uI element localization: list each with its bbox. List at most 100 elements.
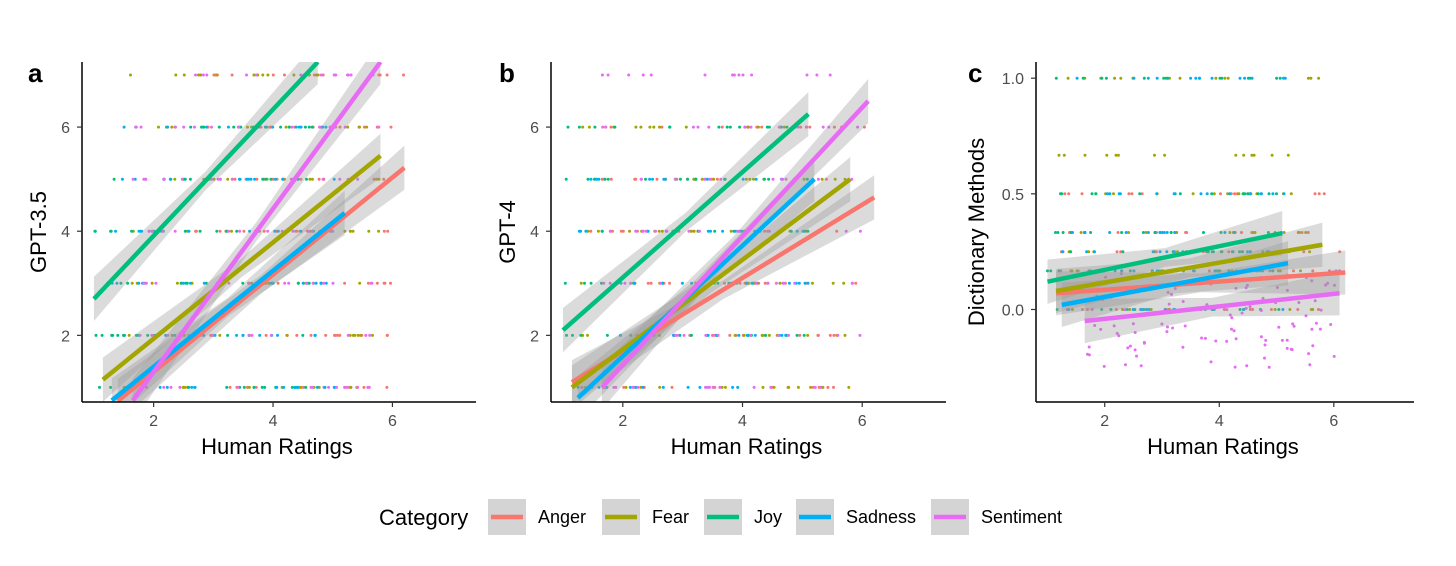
point-joy [1219, 231, 1223, 234]
point-anger [389, 125, 393, 129]
point-anger [1222, 308, 1226, 311]
legend-label: Anger [538, 507, 586, 527]
point-fear [351, 229, 355, 233]
point-joy [1069, 250, 1072, 254]
point-fear [1191, 192, 1195, 196]
point-joy [1100, 308, 1104, 311]
point-sadness [1223, 231, 1227, 234]
point-sadness [1085, 250, 1089, 254]
point-sentiment [850, 281, 854, 285]
y-tick-label: 4 [530, 224, 539, 241]
point-fear [657, 229, 661, 233]
point-sentiment [712, 333, 716, 337]
point-fear [175, 281, 179, 285]
point-sentiment [173, 229, 177, 233]
point-sadness [140, 229, 144, 233]
point-sentiment [749, 125, 753, 129]
point-sentiment [1292, 324, 1296, 328]
point-anger [1115, 250, 1119, 254]
y-tick-label: 0.5 [1002, 187, 1024, 204]
point-sentiment [602, 281, 606, 285]
point-sentiment [368, 333, 372, 337]
point-sadness [323, 385, 327, 389]
point-fear [1288, 308, 1292, 311]
point-fear [742, 333, 746, 337]
point-anger [268, 125, 272, 129]
point-sentiment [844, 229, 848, 233]
point-sentiment [1166, 325, 1169, 329]
point-sentiment [1240, 311, 1244, 315]
point-sentiment [752, 385, 756, 389]
point-fear [1286, 153, 1290, 157]
point-sadness [276, 333, 279, 337]
point-fear [1273, 308, 1277, 311]
point-sentiment [691, 125, 695, 129]
point-fear [1223, 76, 1227, 80]
point-joy [1046, 269, 1049, 273]
point-sadness [202, 281, 206, 285]
point-joy [763, 333, 767, 337]
point-fear [1304, 231, 1308, 234]
point-sentiment [1181, 300, 1185, 303]
point-fear [1070, 308, 1074, 311]
point-sentiment [247, 281, 251, 285]
point-sadness [589, 177, 593, 181]
point-sentiment [1326, 281, 1330, 285]
point-fear [349, 385, 353, 389]
point-sadness [158, 385, 162, 389]
point-sentiment [162, 177, 166, 181]
point-sentiment [166, 333, 170, 337]
point-sadness [576, 385, 580, 389]
point-fear [310, 177, 314, 181]
point-sadness [641, 385, 645, 389]
point-anger [386, 229, 390, 233]
point-joy [1100, 76, 1104, 80]
point-sadness [1131, 308, 1135, 311]
point-anger [720, 125, 724, 129]
point-sadness [1151, 250, 1155, 254]
point-sentiment [238, 229, 242, 233]
point-sentiment [1214, 339, 1218, 343]
point-sentiment [139, 125, 143, 129]
point-anger [295, 333, 299, 337]
point-sentiment [781, 281, 785, 285]
point-sadness [319, 281, 323, 285]
point-sadness [1146, 231, 1150, 234]
point-fear [1234, 153, 1238, 157]
point-fear [356, 333, 360, 337]
point-sentiment [623, 281, 627, 285]
point-sadness [282, 385, 286, 389]
point-anger [1063, 192, 1067, 196]
point-sadness [237, 177, 241, 181]
point-sentiment [245, 73, 248, 77]
point-fear [377, 177, 381, 181]
point-sadness [745, 333, 749, 337]
point-joy [1238, 308, 1242, 311]
point-anger [283, 73, 286, 77]
point-fear [809, 385, 813, 389]
point-sentiment [311, 281, 315, 285]
y-tick-label: 6 [61, 120, 70, 137]
point-sentiment [1263, 343, 1267, 347]
point-sadness [619, 333, 622, 337]
point-sentiment [784, 177, 788, 181]
point-sentiment [1124, 363, 1127, 367]
point-fear [247, 385, 251, 389]
point-joy [606, 177, 610, 181]
point-joy [1056, 231, 1060, 234]
point-fear [315, 73, 318, 77]
point-sadness [1243, 76, 1247, 80]
point-joy [184, 281, 188, 285]
point-sentiment [210, 125, 213, 129]
point-fear [250, 281, 254, 285]
fit-line-sentiment [130, 62, 383, 402]
point-sentiment [321, 177, 325, 181]
x-tick-label: 2 [618, 413, 627, 430]
point-joy [716, 281, 720, 285]
plot-area [92, 62, 406, 402]
point-sentiment [1314, 321, 1318, 325]
point-sentiment [750, 73, 754, 77]
point-sentiment [815, 73, 819, 77]
point-fear [1309, 76, 1313, 80]
point-sadness [294, 125, 298, 129]
